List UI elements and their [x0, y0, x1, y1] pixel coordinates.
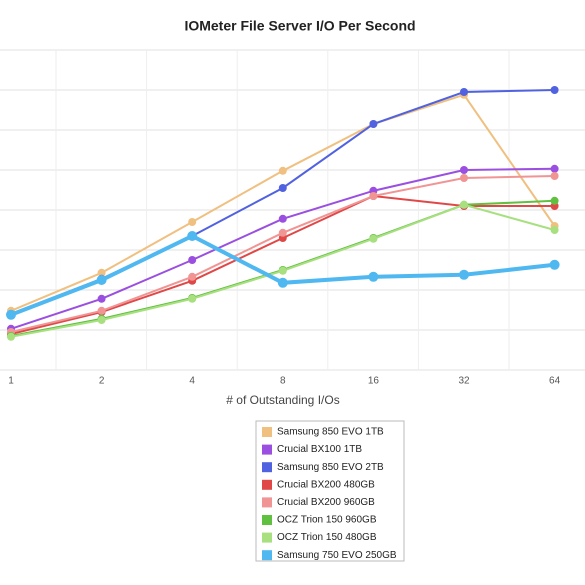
- data-point: [188, 272, 197, 281]
- series-line: [10, 233, 555, 317]
- data-point: [369, 192, 378, 200]
- data-point: [7, 332, 15, 341]
- data-point: [550, 86, 559, 94]
- chart-title: IOMeter File Server I/O Per Second: [184, 18, 415, 34]
- data-point: [550, 172, 559, 180]
- data-point: [187, 231, 198, 241]
- data-point: [277, 277, 288, 288]
- data-point: [188, 294, 197, 303]
- legend-label: Crucial BX200 480GB: [277, 479, 375, 490]
- data-point: [549, 259, 560, 270]
- x-tick-label: 1: [8, 376, 14, 387]
- legend-swatch: [262, 427, 272, 437]
- x-tick-label: 32: [458, 376, 470, 387]
- data-point: [278, 166, 287, 175]
- x-tick-label: 64: [549, 376, 561, 387]
- data-point: [368, 271, 379, 282]
- data-point: [550, 226, 559, 234]
- legend-box: [255, 420, 405, 562]
- legend-swatch: [262, 515, 272, 525]
- data-point: [97, 268, 106, 277]
- data-point: [460, 174, 468, 182]
- series-line: [10, 167, 555, 330]
- data-point: [460, 88, 468, 96]
- data-point: [278, 184, 287, 192]
- legend-swatch: [262, 550, 272, 561]
- legend-swatch: [262, 479, 272, 490]
- data-point: [550, 164, 559, 173]
- legend-label: Crucial BX200 960GB: [277, 497, 375, 508]
- data-point: [96, 275, 107, 285]
- data-point: [97, 306, 106, 315]
- data-point: [278, 228, 287, 237]
- legend-swatch: [262, 462, 272, 473]
- data-point: [369, 234, 378, 243]
- data-point: [6, 309, 16, 320]
- series-line: [10, 175, 555, 333]
- data-point: [550, 196, 559, 205]
- x-tick-label: 4: [189, 376, 195, 387]
- legend-label: Samsung 850 EVO 1TB: [277, 427, 384, 438]
- data-point: [188, 256, 197, 264]
- data-point: [278, 266, 287, 275]
- x-axis-title: # of Outstanding I/Os: [226, 393, 339, 407]
- data-point: [278, 214, 287, 223]
- x-tick-label: 2: [99, 376, 105, 387]
- legend-label: OCZ Trion 150 960GB: [277, 515, 377, 526]
- data-point: [188, 218, 197, 226]
- data-point: [97, 294, 106, 303]
- legend-label: OCZ Trion 150 480GB: [277, 532, 377, 543]
- data-point: [460, 200, 468, 209]
- data-point: [97, 316, 106, 324]
- legend-swatch: [262, 497, 272, 508]
- x-tick-label: 16: [368, 376, 380, 387]
- legend-label: Crucial BX100 1TB: [277, 444, 362, 455]
- x-tick-label: 8: [280, 376, 286, 387]
- data-point: [460, 166, 468, 174]
- legend-swatch: [262, 444, 272, 455]
- legend-swatch: [262, 532, 272, 543]
- data-point: [369, 120, 378, 128]
- legend-label: Samsung 850 EVO 2TB: [277, 462, 384, 473]
- data-point: [459, 269, 469, 280]
- legend-label: Samsung 750 EVO 250GB: [277, 550, 397, 561]
